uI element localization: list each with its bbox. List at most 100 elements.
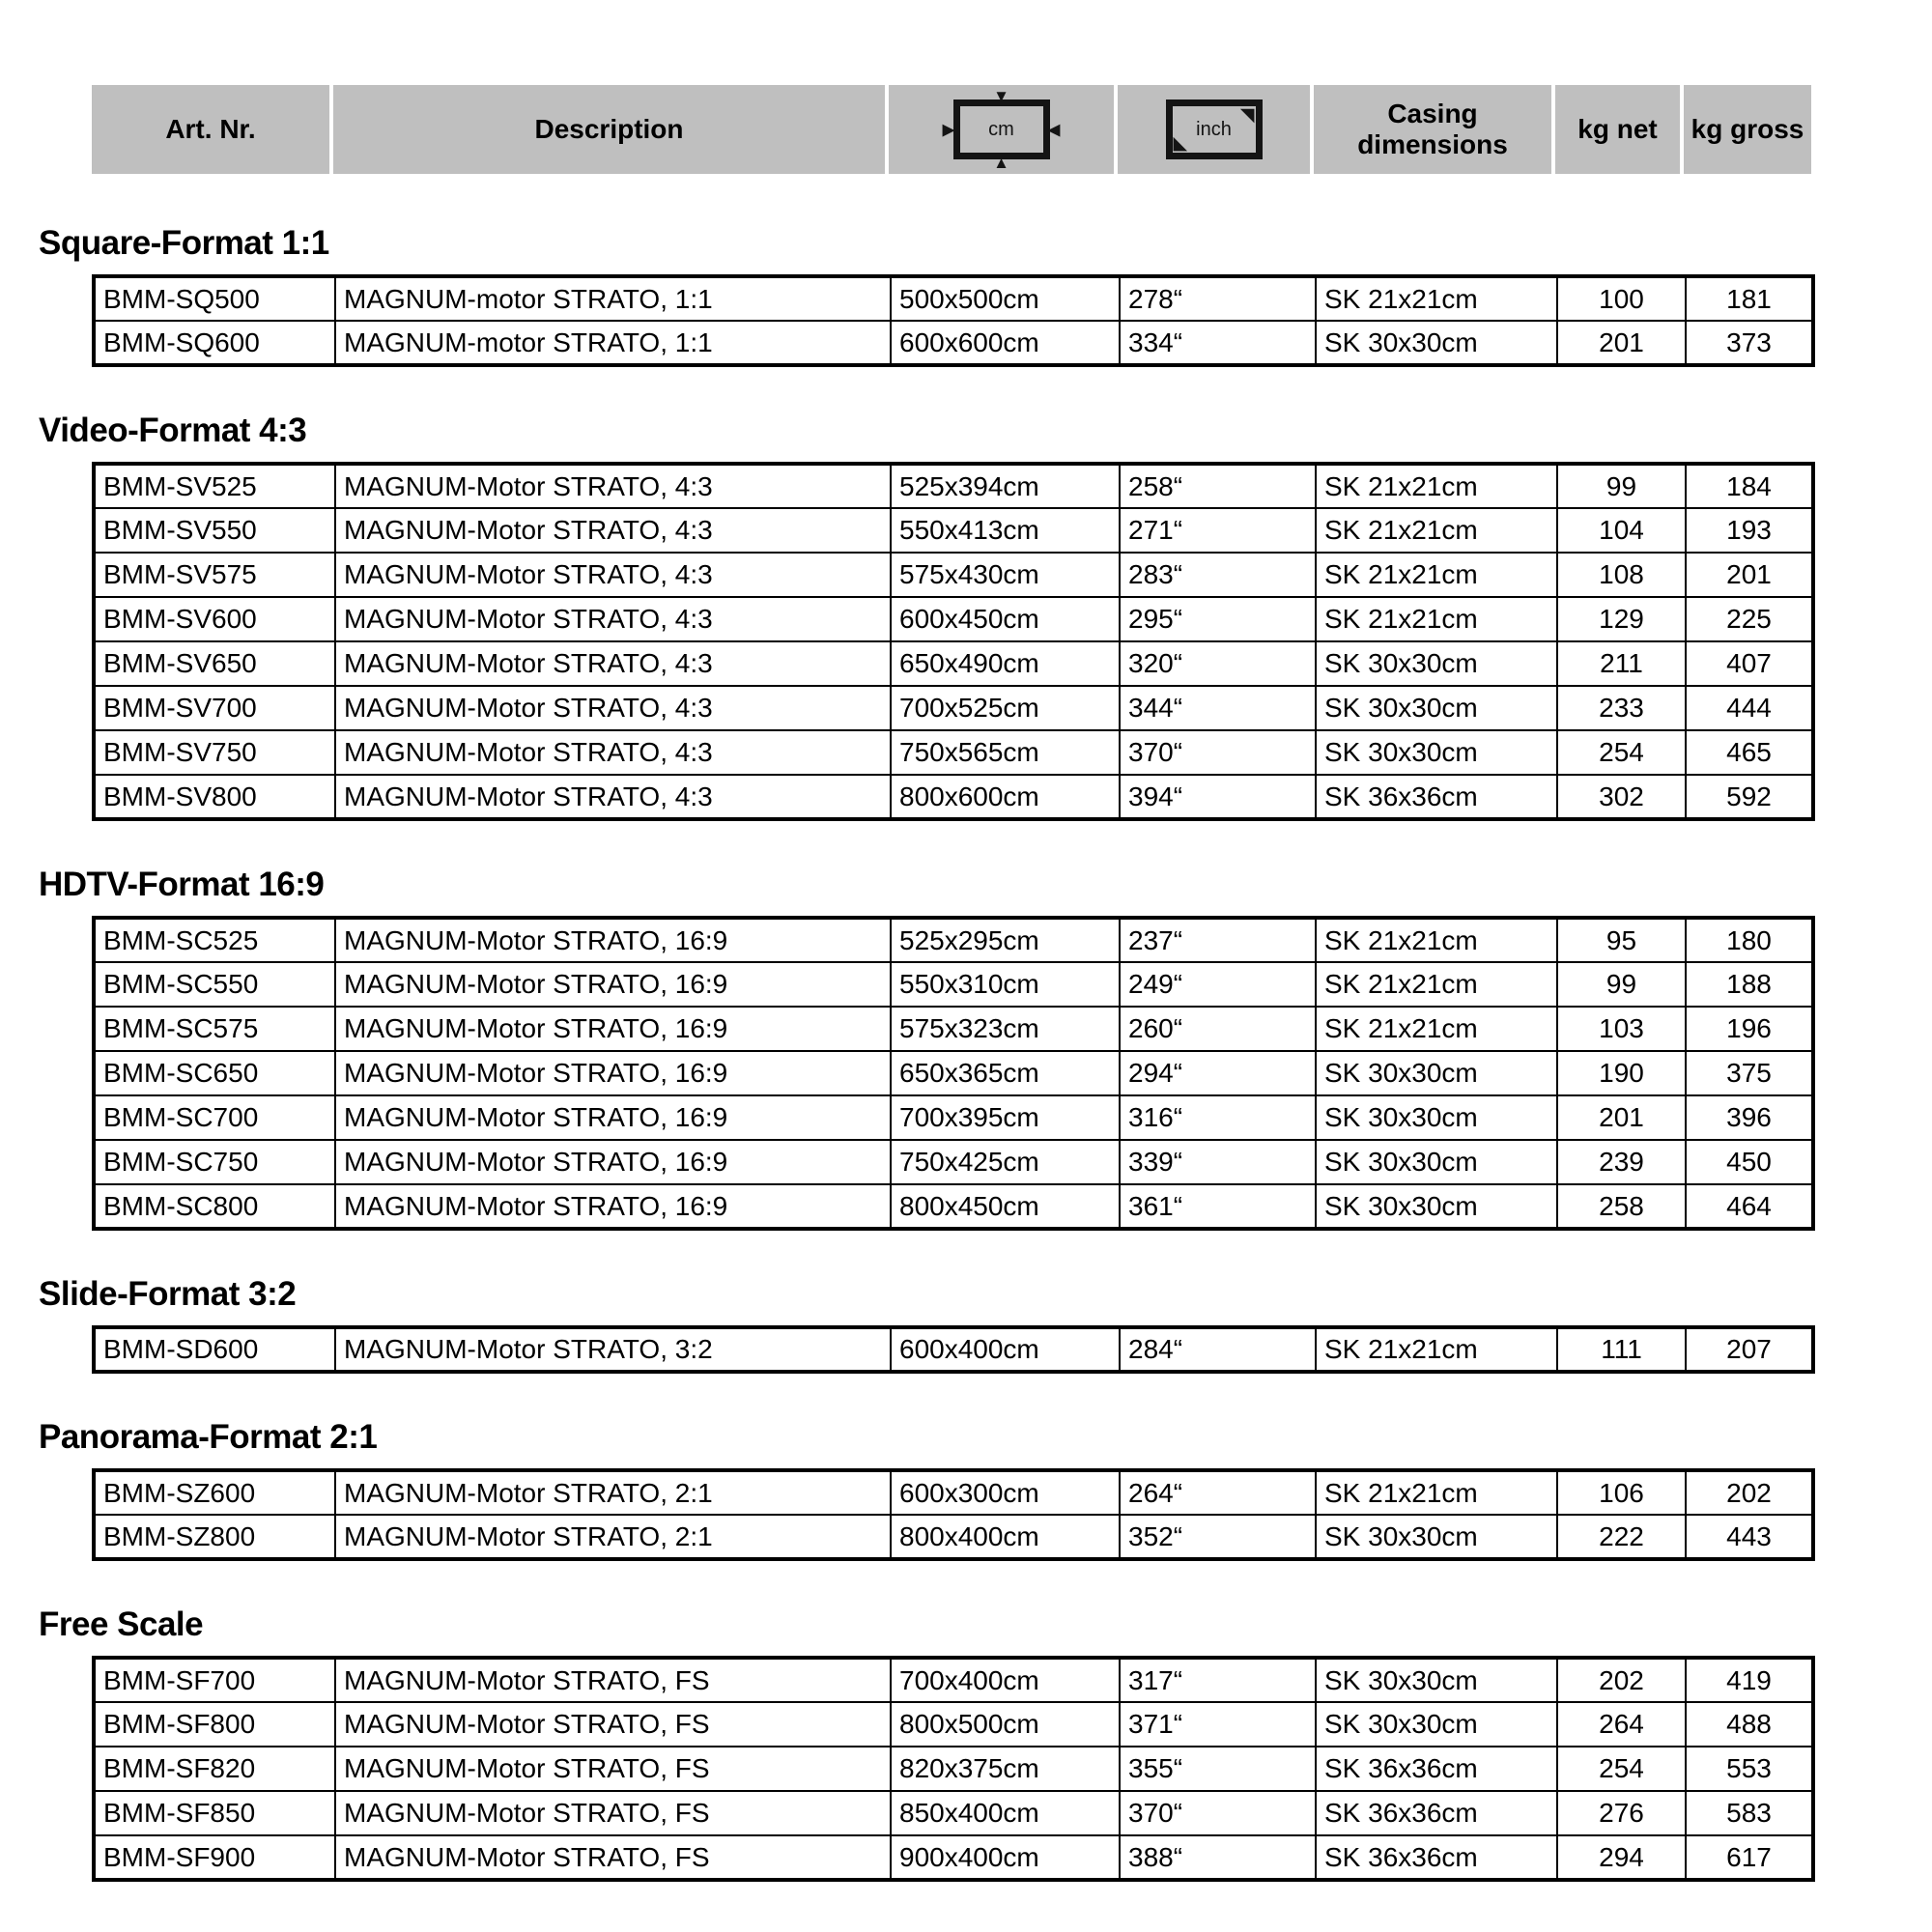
cell-casing-dimensions: SK 21x21cm [1315, 961, 1558, 1008]
cell-description: MAGNUM-Motor STRATO, 3:2 [334, 1326, 892, 1373]
table-row: BMM-SV750 MAGNUM-Motor STRATO, 4:3 750x565… [93, 729, 1814, 776]
cell-size-cm: 800x600cm [890, 774, 1121, 820]
cell-art-nr: BMM-SV700 [93, 685, 336, 731]
cell-size-cm: 800x500cm [890, 1701, 1121, 1747]
table-row: BMM-SF900 MAGNUM-Motor STRATO, FS 900x400c… [93, 1834, 1814, 1881]
cell-size-inch: 370“ [1119, 729, 1317, 776]
cell-description: MAGNUM-Motor STRATO, 4:3 [334, 596, 892, 642]
cell-description: MAGNUM-Motor STRATO, FS [334, 1657, 892, 1703]
header-size-inch: ◥ ◣ inch [1118, 85, 1310, 174]
cell-kg-gross: 184 [1685, 463, 1814, 509]
cell-description: MAGNUM-Motor STRATO, 16:9 [334, 1139, 892, 1185]
section-title: Video-Format 4:3 [39, 412, 307, 449]
table-row: BMM-SQ500 MAGNUM-motor STRATO, 1:1 500x500… [93, 275, 1814, 322]
cell-casing-dimensions: SK 21x21cm [1315, 1006, 1558, 1052]
cell-art-nr: BMM-SF900 [93, 1834, 336, 1881]
cell-description: MAGNUM-Motor STRATO, 16:9 [334, 961, 892, 1008]
cell-size-cm: 600x600cm [890, 320, 1121, 366]
cell-kg-net: 201 [1556, 1094, 1687, 1141]
cell-kg-net: 95 [1556, 917, 1687, 963]
cell-size-inch: 260“ [1119, 1006, 1317, 1052]
cell-art-nr: BMM-SV650 [93, 640, 336, 687]
cell-casing-dimensions: SK 30x30cm [1315, 729, 1558, 776]
cell-art-nr: BMM-SV525 [93, 463, 336, 509]
table-row: BMM-SC800 MAGNUM-Motor STRATO, 16:9 800x45… [93, 1183, 1814, 1230]
cell-description: MAGNUM-Motor STRATO, 4:3 [334, 640, 892, 687]
section-title: Panorama-Format 2:1 [39, 1418, 378, 1456]
cell-kg-gross: 617 [1685, 1834, 1814, 1881]
cell-kg-net: 111 [1556, 1326, 1687, 1373]
cell-size-inch: 284“ [1119, 1326, 1317, 1373]
cell-kg-net: 239 [1556, 1139, 1687, 1185]
cell-size-cm: 700x400cm [890, 1657, 1121, 1703]
cell-size-cm: 850x400cm [890, 1790, 1121, 1836]
cell-kg-gross: 396 [1685, 1094, 1814, 1141]
cell-kg-net: 254 [1556, 1746, 1687, 1792]
cell-size-inch: 294“ [1119, 1050, 1317, 1096]
cell-kg-net: 100 [1556, 275, 1687, 322]
cell-art-nr: BMM-SV575 [93, 552, 336, 598]
cell-casing-dimensions: SK 21x21cm [1315, 1469, 1558, 1516]
cell-casing-dimensions: SK 30x30cm [1315, 1094, 1558, 1141]
spec-table: BMM-SC525 MAGNUM-Motor STRATO, 16:9 525x29… [92, 916, 1815, 1231]
cell-description: MAGNUM-Motor STRATO, 4:3 [334, 552, 892, 598]
cell-casing-dimensions: SK 30x30cm [1315, 320, 1558, 366]
cell-casing-dimensions: SK 21x21cm [1315, 552, 1558, 598]
cell-description: MAGNUM-Motor STRATO, 16:9 [334, 1006, 892, 1052]
cell-kg-gross: 202 [1685, 1469, 1814, 1516]
format-section: Square-Format 1:1 BMM-SQ500 MAGNUM-motor S… [39, 224, 1932, 367]
cell-size-inch: 355“ [1119, 1746, 1317, 1792]
cell-size-inch: 344“ [1119, 685, 1317, 731]
table-row: BMM-SF850 MAGNUM-Motor STRATO, FS 850x400c… [93, 1790, 1814, 1836]
cell-size-cm: 820x375cm [890, 1746, 1121, 1792]
cell-kg-gross: 444 [1685, 685, 1814, 731]
cell-kg-net: 211 [1556, 640, 1687, 687]
cell-size-inch: 283“ [1119, 552, 1317, 598]
header-kg-net: kg net [1555, 85, 1680, 174]
cell-size-cm: 550x413cm [890, 507, 1121, 554]
cell-size-inch: 339“ [1119, 1139, 1317, 1185]
cell-art-nr: BMM-SC575 [93, 1006, 336, 1052]
cell-size-cm: 525x394cm [890, 463, 1121, 509]
header-size-cm: ▼ ▲ ▶ ◀ cm [889, 85, 1114, 174]
cell-size-cm: 650x490cm [890, 640, 1121, 687]
cell-kg-net: 104 [1556, 507, 1687, 554]
cell-description: MAGNUM-motor STRATO, 1:1 [334, 320, 892, 366]
header-casing-label: Casing dimensions [1357, 98, 1508, 159]
cell-casing-dimensions: SK 36x36cm [1315, 774, 1558, 820]
cm-icon-label: cm [988, 118, 1014, 140]
cell-size-cm: 900x400cm [890, 1834, 1121, 1881]
cell-size-cm: 575x323cm [890, 1006, 1121, 1052]
table-row: BMM-SF800 MAGNUM-Motor STRATO, FS 800x500c… [93, 1701, 1814, 1747]
corner-triangle-top-right-icon: ◥ [1239, 105, 1255, 126]
cell-size-inch: 370“ [1119, 1790, 1317, 1836]
cell-kg-net: 106 [1556, 1469, 1687, 1516]
cell-casing-dimensions: SK 36x36cm [1315, 1834, 1558, 1881]
cell-description: MAGNUM-Motor STRATO, FS [334, 1790, 892, 1836]
header-art-nr: Art. Nr. [92, 85, 329, 174]
cell-kg-net: 108 [1556, 552, 1687, 598]
cell-art-nr: BMM-SD600 [93, 1326, 336, 1373]
arrow-up-icon: ▲ [993, 154, 1009, 172]
cell-kg-net: 99 [1556, 961, 1687, 1008]
section-title: Square-Format 1:1 [39, 224, 329, 262]
inch-icon-label: inch [1196, 118, 1232, 140]
header-description: Description [333, 85, 885, 174]
cell-kg-net: 99 [1556, 463, 1687, 509]
cell-kg-gross: 488 [1685, 1701, 1814, 1747]
table-row: BMM-SC550 MAGNUM-Motor STRATO, 16:9 550x31… [93, 961, 1814, 1008]
cell-casing-dimensions: SK 30x30cm [1315, 640, 1558, 687]
cell-art-nr: BMM-SQ600 [93, 320, 336, 366]
cell-size-inch: 295“ [1119, 596, 1317, 642]
cell-art-nr: BMM-SV600 [93, 596, 336, 642]
cell-size-cm: 600x300cm [890, 1469, 1121, 1516]
cell-casing-dimensions: SK 30x30cm [1315, 1183, 1558, 1230]
format-sections: Square-Format 1:1 BMM-SQ500 MAGNUM-motor S… [39, 224, 1932, 1882]
header-kg-gross: kg gross [1684, 85, 1811, 174]
cell-casing-dimensions: SK 21x21cm [1315, 917, 1558, 963]
cell-size-inch: 352“ [1119, 1514, 1317, 1560]
cell-size-cm: 600x450cm [890, 596, 1121, 642]
cell-casing-dimensions: SK 30x30cm [1315, 1657, 1558, 1703]
cell-kg-net: 103 [1556, 1006, 1687, 1052]
